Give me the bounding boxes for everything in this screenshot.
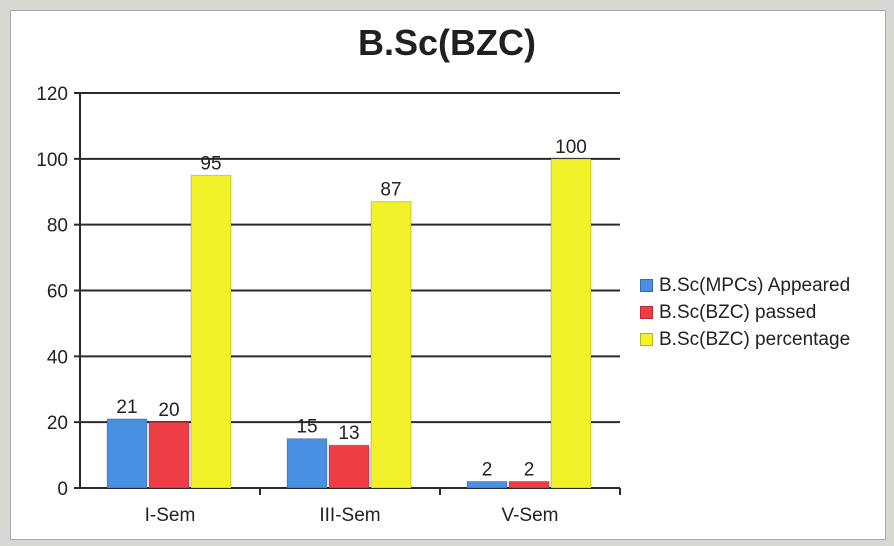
data-label: 95 bbox=[200, 153, 221, 174]
x-tick-label: I-Sem bbox=[145, 505, 196, 526]
x-tick-label: III-Sem bbox=[319, 505, 380, 526]
y-tick-label: 60 bbox=[47, 282, 68, 303]
legend-label-passed: B.Sc(BZC) passed bbox=[659, 301, 817, 323]
bar bbox=[466, 480, 508, 489]
bar bbox=[106, 418, 148, 489]
bar bbox=[508, 480, 550, 489]
bar bbox=[286, 438, 328, 489]
data-label: 20 bbox=[158, 400, 179, 421]
data-label: 2 bbox=[482, 459, 493, 480]
bar bbox=[328, 444, 370, 489]
data-label: 15 bbox=[296, 417, 317, 438]
data-label: 100 bbox=[555, 137, 587, 158]
y-tick-label: 100 bbox=[36, 150, 68, 171]
legend-item-passed: B.Sc(BZC) passed bbox=[640, 299, 850, 326]
bar bbox=[148, 421, 190, 489]
legend-item-appeared: B.Sc(MPCs) Appeared bbox=[640, 272, 850, 299]
legend-swatch-percentage bbox=[640, 333, 653, 346]
legend-item-percentage: B.Sc(BZC) percentage bbox=[640, 326, 850, 353]
y-tick-label: 20 bbox=[47, 413, 68, 434]
data-label: 21 bbox=[116, 397, 137, 418]
bar bbox=[370, 201, 412, 489]
data-label: 13 bbox=[338, 423, 359, 444]
chart-title: B.Sc(BZC) bbox=[358, 22, 536, 63]
bar bbox=[550, 158, 592, 489]
legend-label-appeared: B.Sc(MPCs) Appeared bbox=[659, 274, 851, 296]
data-label: 87 bbox=[380, 180, 401, 201]
data-label: 2 bbox=[524, 459, 535, 480]
bar bbox=[190, 174, 232, 489]
chart-legend: B.Sc(MPCs) Appeared B.Sc(BZC) passed B.S… bbox=[640, 272, 850, 353]
legend-swatch-passed bbox=[640, 306, 653, 319]
x-tick-label: V-Sem bbox=[501, 505, 558, 526]
legend-swatch-appeared bbox=[640, 279, 653, 292]
y-tick-label: 120 bbox=[36, 84, 68, 105]
legend-label-percentage: B.Sc(BZC) percentage bbox=[659, 328, 851, 350]
y-tick-label: 80 bbox=[47, 216, 68, 237]
y-tick-label: 0 bbox=[57, 479, 68, 500]
y-tick-label: 40 bbox=[47, 347, 68, 368]
